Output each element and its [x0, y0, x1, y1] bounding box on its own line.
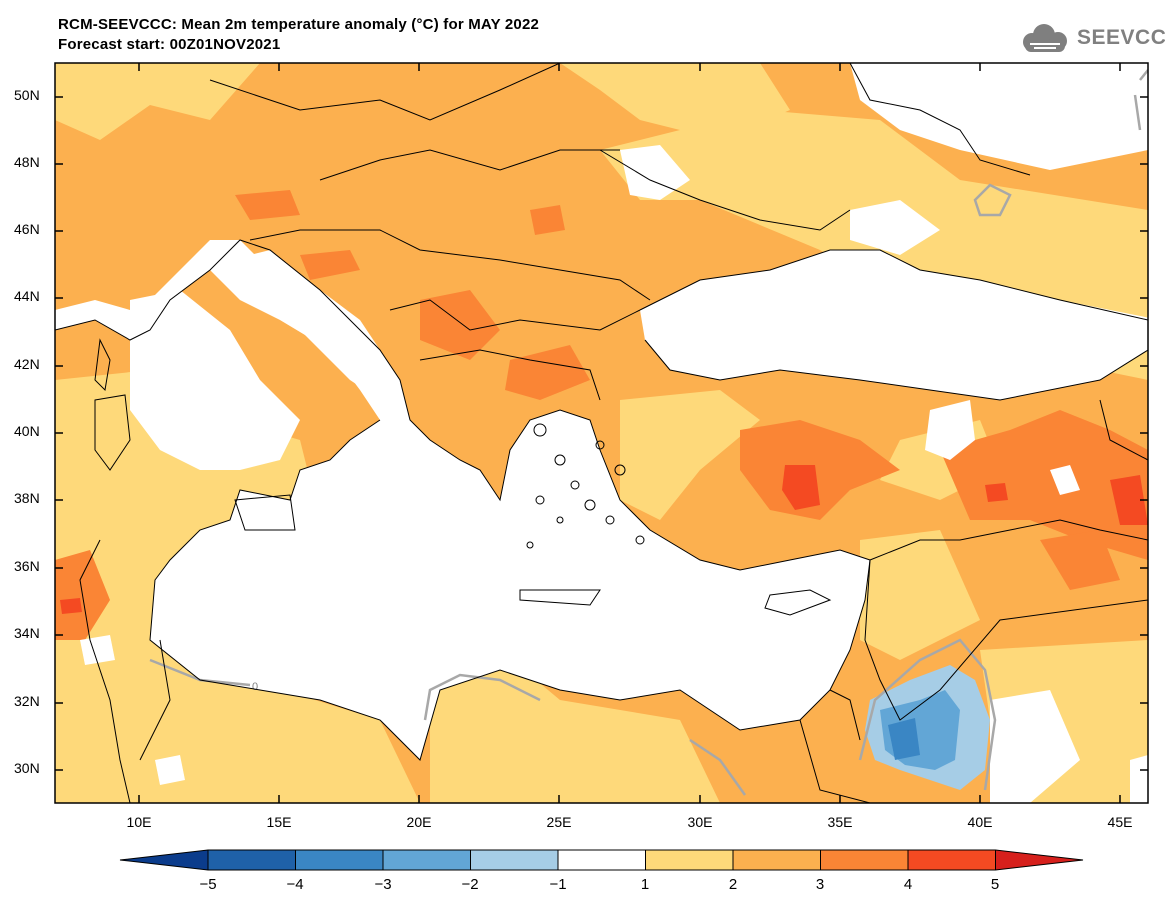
colorbar-tick-label: 2 [728, 876, 738, 893]
colorbar-bin [820, 850, 908, 870]
lat-label: 40N [14, 423, 40, 439]
lat-label: 44N [14, 288, 40, 304]
colorbar-bin [470, 850, 558, 870]
sea-areas [55, 200, 1148, 760]
lon-label: 20E [406, 814, 432, 830]
lat-ticks [55, 96, 1148, 771]
lat-label: 46N [14, 221, 40, 237]
seevccc-logo [1023, 24, 1067, 52]
anomaly-band-4-5 [60, 465, 1148, 614]
colorbar-tick-label: −3 [374, 876, 392, 893]
lon-label: 45E [1107, 814, 1133, 830]
lon-label: 10E [126, 814, 152, 830]
lat-label: 36N [14, 558, 40, 574]
colorbar-bin [383, 850, 471, 870]
lat-label: 38N [14, 490, 40, 506]
colorbar-bin [558, 850, 646, 870]
lat-label: 42N [14, 356, 40, 372]
forecast-start-label: Forecast start: 00Z01NOV2021 [58, 36, 281, 53]
lat-label: 30N [14, 760, 40, 776]
lon-label: 35E [827, 814, 853, 830]
lon-label: 30E [687, 814, 713, 830]
lat-label: 50N [14, 87, 40, 103]
lon-label: 15E [266, 814, 292, 830]
colorbar-bin [908, 850, 996, 870]
colorbar-tick-label: −4 [286, 876, 304, 893]
lon-label: 25E [546, 814, 572, 830]
zero-contours [149, 69, 1148, 796]
colorbar [119, 849, 1084, 871]
lon-label: 40E [967, 814, 993, 830]
colorbar-tick-label: −1 [549, 876, 567, 893]
lon-ticks [138, 63, 1121, 803]
colorbar-bin [645, 850, 733, 870]
lat-label: 32N [14, 693, 40, 709]
logo-text: SEEVCCC [1077, 26, 1165, 49]
lat-label: 34N [14, 625, 40, 641]
map-title: RCM-SEEVCCC: Mean 2m temperature anomaly… [58, 16, 540, 33]
colorbar-bin [295, 850, 383, 870]
colorbar-bin [208, 850, 296, 870]
colorbar-tick-label: 1 [640, 876, 650, 893]
contour-label: 0 [252, 681, 258, 693]
colorbar-tick-label: 3 [815, 876, 825, 893]
aegean-islands [526, 423, 645, 549]
colorbar-bin [733, 850, 821, 870]
colorbar-tick-label: −5 [199, 876, 217, 893]
negative-anomaly-area [865, 665, 990, 790]
colorbar-tick-label: −2 [461, 876, 479, 893]
lat-label: 48N [14, 154, 40, 170]
colorbar-arrow-low [120, 850, 208, 870]
colorbar-tick-label: 5 [990, 876, 1000, 893]
colorbar-tick-label: 4 [903, 876, 913, 893]
coastlines-borders [55, 63, 1148, 803]
colorbar-arrow-high [995, 850, 1083, 870]
near-normal-areas [80, 63, 1148, 803]
